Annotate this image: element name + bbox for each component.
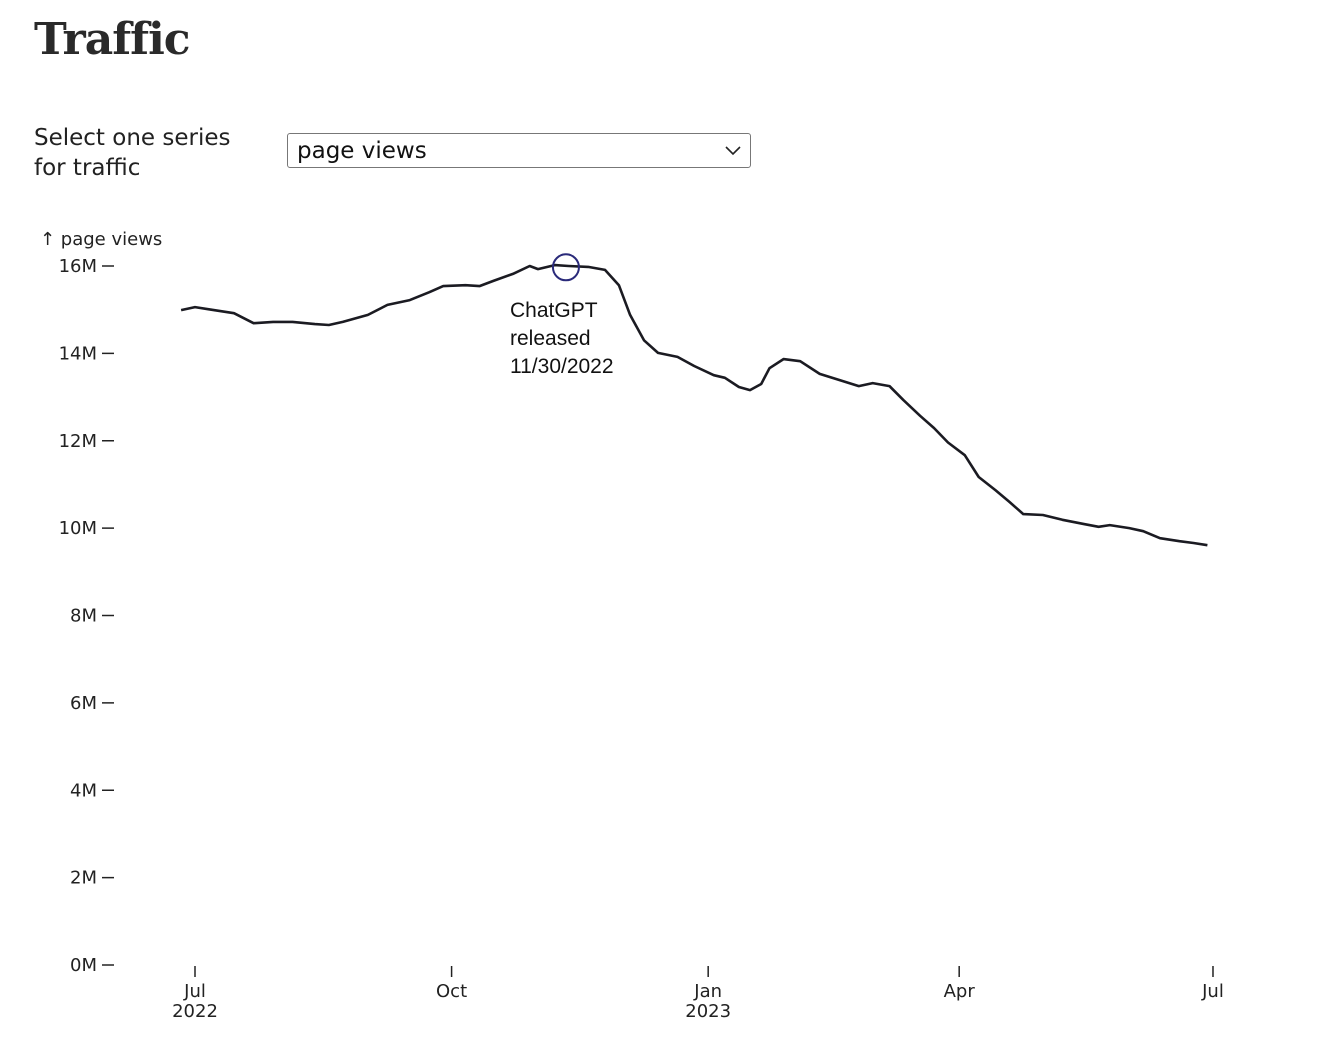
x-tick-label: Apr <box>944 981 976 1002</box>
y-tick-label: 16M <box>59 256 97 277</box>
series-select-value: page views <box>297 138 427 164</box>
x-tick-label: Oct <box>436 981 467 1002</box>
y-tick-label: 12M <box>59 431 97 452</box>
annotation-text: ChatGPT <box>510 299 598 322</box>
x-tick-label: Jul <box>183 981 206 1002</box>
y-tick-label: 0M <box>70 955 97 976</box>
series-select[interactable]: page views <box>287 133 751 168</box>
series-line-page-views <box>180 263 1208 547</box>
annotation-text: 11/30/2022 <box>510 355 614 378</box>
y-tick-label: 2M <box>70 868 97 889</box>
y-tick-label: 8M <box>70 606 97 627</box>
x-tick-label: Jan <box>693 981 722 1002</box>
series-select-label: Select one series for traffic <box>34 125 231 181</box>
chevron-down-icon <box>725 146 741 156</box>
y-axis-label: ↑ page views <box>40 229 162 250</box>
y-tick-label: 10M <box>59 518 97 539</box>
x-tick-sublabel: 2022 <box>172 1001 218 1022</box>
x-tick-label: Jul <box>1201 981 1224 1002</box>
annotation-text: released <box>510 327 591 350</box>
x-tick-sublabel: 2023 <box>685 1001 731 1022</box>
annotation-marker <box>551 253 580 282</box>
page-title: Traffic <box>34 14 191 65</box>
y-tick-label: 4M <box>70 780 97 801</box>
y-tick-label: 14M <box>59 343 97 364</box>
y-tick-label: 6M <box>70 693 97 714</box>
